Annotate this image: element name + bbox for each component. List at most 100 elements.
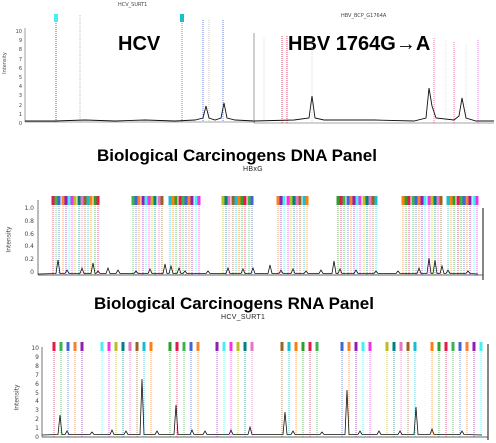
peak-marker-tag <box>449 196 453 205</box>
peak-marker-tag <box>355 196 359 205</box>
peak-marker-tag <box>458 342 462 351</box>
peak-marker-tag <box>229 342 233 351</box>
hcv-panel: HCV_SURT1 HCV Intensity 10 9 8 7 6 5 4 3 2 1 0 <box>0 0 256 130</box>
rna-yticks: 10 9 8 7 6 5 4 3 2 1 0 <box>27 345 39 443</box>
peak-marker-tag <box>194 196 198 205</box>
peak-marker-tag <box>150 196 154 205</box>
peak-marker-tag <box>347 342 351 351</box>
peak-marker-tag <box>221 196 225 205</box>
peak-marker-tag <box>57 196 61 205</box>
hcv-tick-label: 3 <box>18 93 22 100</box>
peak-marker-tag <box>184 196 188 205</box>
peak-marker-tag <box>52 342 56 351</box>
hcv-trace <box>25 102 256 122</box>
hcv-tick-label: 5 <box>18 75 22 82</box>
peak-marker-tag <box>349 196 353 205</box>
peak-marker-tag <box>305 196 309 205</box>
peak-marker-tag <box>189 342 193 351</box>
dna-tick-label: 0.2 <box>24 256 34 264</box>
peak-marker-tag <box>365 196 369 205</box>
peak-marker-tag <box>342 196 346 205</box>
peak-marker-tag <box>358 196 362 205</box>
peak-marker-tag <box>135 342 139 351</box>
peak-marker-tag <box>423 196 427 205</box>
dna-electropherogram <box>37 196 484 280</box>
peak-marker-tag <box>361 342 365 351</box>
peak-marker-tag <box>64 196 68 205</box>
peak-marker-tag <box>354 342 358 351</box>
peak-marker-tag <box>411 196 415 205</box>
peak-marker-tag <box>385 342 389 351</box>
peak-marker-tag <box>340 342 344 351</box>
peak-marker-tag <box>160 196 164 205</box>
peak-marker-tag <box>451 342 455 351</box>
peak-marker-tag <box>67 196 71 205</box>
peak-marker-tag <box>121 342 125 351</box>
peak-marker-tag <box>86 196 90 205</box>
rna-tick-label: 0 <box>35 434 39 442</box>
peak-marker-tag <box>346 196 350 205</box>
rna-tick-label: 2 <box>35 416 39 424</box>
peak-marker-tag <box>456 196 460 205</box>
peak-marker-tag <box>420 196 424 205</box>
peak-marker-tag <box>436 196 440 205</box>
peak-marker-tag <box>407 196 411 205</box>
peak-marker-tag <box>406 342 410 351</box>
dna-trace <box>37 257 479 275</box>
dna-tick-label: 0.8 <box>24 217 34 225</box>
hcv-yticks: 10 9 8 7 6 5 4 3 2 1 0 <box>10 28 22 129</box>
peak-marker-tag <box>236 342 240 351</box>
peak-marker-tag <box>59 342 63 351</box>
peak-marker-tag <box>80 342 84 351</box>
peak-marker-tag <box>446 196 450 205</box>
peak-marker-tag <box>433 196 437 205</box>
hcv-tick-label: 2 <box>18 102 22 109</box>
peak-marker-tag <box>93 196 97 205</box>
peak-marker-tag <box>280 342 284 351</box>
peak-marker-tag <box>276 196 280 205</box>
peak-marker-tag <box>352 196 356 205</box>
peak-marker-tag <box>468 196 472 205</box>
rna-peak-markers <box>52 342 483 437</box>
peak-marker-tag <box>100 342 104 351</box>
rna-axis-label: Intensity <box>13 384 21 411</box>
dna-axis-label: Intensity <box>5 226 13 253</box>
hbv-panel: HBV_BCP_G1764A HBV 1764G→A <box>248 0 496 130</box>
peak-marker-tag <box>294 342 298 351</box>
peak-marker-tag <box>417 196 421 205</box>
rna-trace <box>41 378 483 436</box>
rna-tick-label: 10 <box>31 345 39 352</box>
peak-marker-tag <box>286 196 290 205</box>
rna-tick-label: 7 <box>35 371 39 379</box>
hcv-tick-label: 7 <box>18 56 22 63</box>
peak-marker-tag <box>279 196 283 205</box>
rna-tick-label: 1 <box>35 425 39 433</box>
peak-marker-tag <box>54 196 58 205</box>
peak-marker-tag <box>153 196 157 205</box>
peak-marker-tag <box>51 196 55 205</box>
peak-marker-tag <box>134 196 138 205</box>
peak-marker-tag <box>298 196 302 205</box>
hcv-tick-label: 0 <box>18 121 22 128</box>
peak-marker-tag <box>174 196 178 205</box>
peak-marker-tag <box>401 196 405 205</box>
peak-marker-tag <box>231 196 235 205</box>
peak-marker-tag <box>61 196 65 205</box>
rna-trace-title: HCV_SURT1 <box>221 314 266 321</box>
dna-trace-title: HBxG <box>243 166 263 173</box>
peak-marker-tag <box>336 196 340 205</box>
peak-marker-tag <box>339 196 343 205</box>
rna-heading: Biological Carcinogens RNA Panel <box>94 294 374 313</box>
peak-marker-tag <box>190 196 194 205</box>
peak-marker-tag <box>475 196 479 205</box>
peak-marker-tag <box>187 196 191 205</box>
peak-marker-tag <box>287 342 291 351</box>
peak-marker-tag <box>301 342 305 351</box>
peak-marker-tag <box>178 196 182 205</box>
peak-marker-tag <box>107 342 111 351</box>
rna-tick-label: 4 <box>35 398 39 406</box>
peak-marker-tag <box>141 196 145 205</box>
hbv-peak-markers <box>263 36 479 123</box>
dna-heading: Biological Carcinogens DNA Panel <box>97 146 377 165</box>
hcv-electropherogram <box>24 14 256 123</box>
